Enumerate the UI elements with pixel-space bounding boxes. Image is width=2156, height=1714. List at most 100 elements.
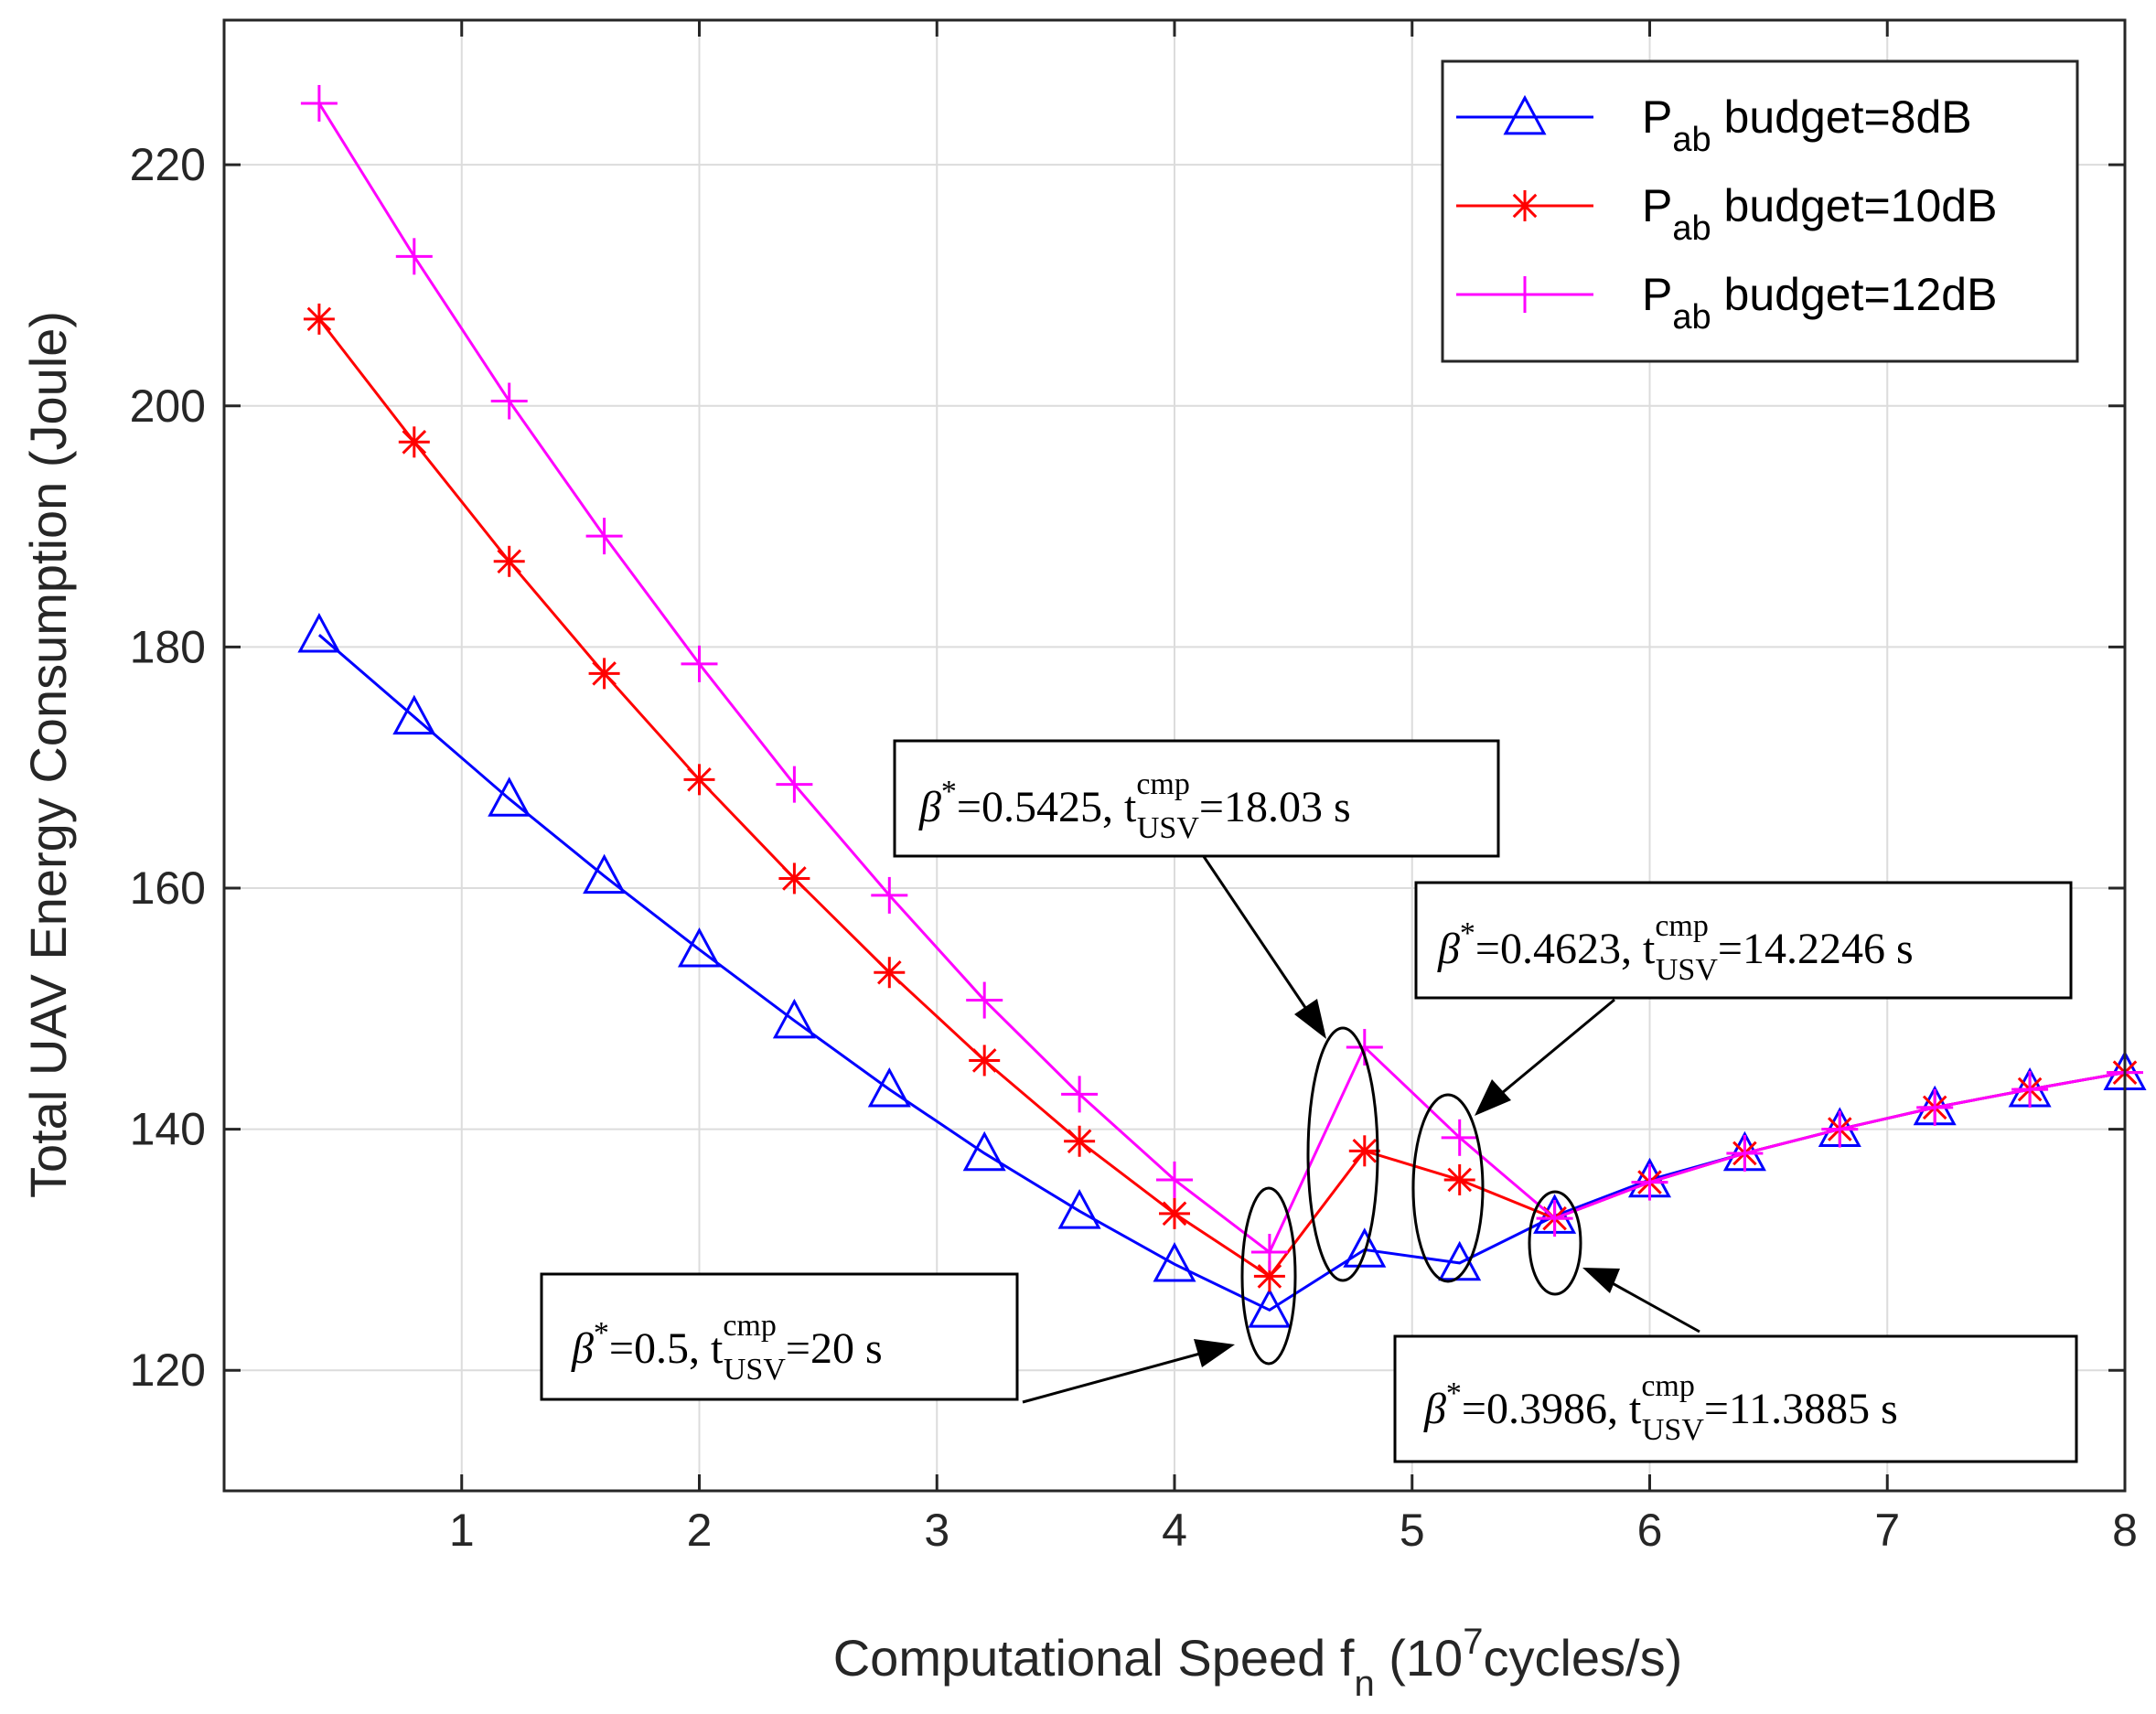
series-2-point-2 <box>490 382 528 420</box>
annotations: β*=0.5, tcmp USV=20 s β*=0.5425, tcmp USV=… <box>540 739 2078 1463</box>
series-0-point-11 <box>1343 1227 1387 1268</box>
annotation-4-text: β*=0.3986, tcmp USV=11.3885 s <box>1423 1369 1898 1447</box>
x-tick-label-2: 3 <box>924 1505 949 1556</box>
series-0-point-4 <box>677 927 722 968</box>
series-2-point-16 <box>1821 1110 1859 1148</box>
legend-label-2: Pab budget=12dB <box>1642 269 1997 337</box>
legend-marker-1 <box>1509 190 1540 221</box>
x-tick-label-1: 2 <box>687 1505 713 1556</box>
annotation-2-ellipse <box>1306 1026 1379 1282</box>
annotation-4-arrowhead <box>1582 1268 1620 1293</box>
legend-items: Pab budget=8dB Pab budget=10dB Pab budget=… <box>1456 91 1997 337</box>
annotation-1-ellipse <box>1240 1186 1297 1366</box>
series-0-point-5 <box>772 998 816 1039</box>
series-0-point-8 <box>1057 1189 1101 1229</box>
series-2-point-15 <box>1726 1134 1764 1172</box>
series-2-point-1 <box>395 238 433 275</box>
legend-item-0: Pab budget=8dB <box>1456 91 1972 159</box>
annotation-4: β*=0.3986, tcmp USV=11.3885 s <box>1393 1190 2078 1463</box>
series-1-point-6 <box>874 957 906 989</box>
series-2-point-12 <box>1441 1119 1478 1156</box>
annotation-4-arrow <box>1600 1275 1700 1334</box>
series-2-point-7 <box>966 981 1003 1019</box>
y-tick-label-3: 180 <box>130 621 206 672</box>
legend-label-1: Pab budget=10dB <box>1642 180 1997 248</box>
series-0-point-3 <box>583 853 627 894</box>
series-1-point-3 <box>588 658 620 690</box>
annotation-2-arrowhead <box>1294 999 1326 1039</box>
series-layer <box>297 84 2147 1328</box>
annotation-4-ellipse <box>1528 1190 1582 1296</box>
series-2-point-0 <box>300 84 338 122</box>
series-1-point-4 <box>683 764 715 796</box>
legend-box <box>1441 59 2079 363</box>
x-tick-label-4: 5 <box>1400 1505 1425 1556</box>
series-2-point-17 <box>1916 1088 1954 1126</box>
axis-ticks: 1 2 3 4 5 6 7 8 120 140 160 180 200 220 <box>130 20 2138 1556</box>
series-2 <box>300 84 2143 1271</box>
y-tick-label-2: 160 <box>130 862 206 914</box>
series-1-point-10 <box>1253 1260 1285 1292</box>
series-1-point-1 <box>398 426 430 458</box>
legend-marker-2 <box>1507 276 1543 313</box>
annotation-3-text: β*=0.4623, tcmp USV=14.2246 s <box>1437 909 1914 987</box>
legend-label-0: Pab budget=8dB <box>1642 91 1972 159</box>
annotation-1: β*=0.5, tcmp USV=20 s <box>540 1186 1297 1404</box>
y-tick-label-0: 120 <box>130 1344 206 1396</box>
series-2-point-5 <box>776 766 813 803</box>
x-tick-label-7: 8 <box>2112 1505 2138 1556</box>
series-1-point-0 <box>303 303 335 335</box>
annotation-4-box <box>1393 1334 2078 1463</box>
series-2-point-6 <box>871 876 908 914</box>
x-tick-label-5: 6 <box>1637 1505 1663 1556</box>
annotation-3-ellipse <box>1411 1093 1485 1283</box>
series-0-point-1 <box>392 694 436 735</box>
annotation-3-arrow <box>1490 998 1615 1104</box>
y-tick-label-4: 200 <box>130 380 206 432</box>
x-tick-label-0: 1 <box>449 1505 475 1556</box>
legend-item-2: Pab budget=12dB <box>1456 269 1997 337</box>
x-tick-label-6: 7 <box>1874 1505 1900 1556</box>
series-0-point-10 <box>1248 1288 1292 1328</box>
annotation-2-box <box>893 739 1500 858</box>
series-0-point-7 <box>962 1130 1006 1172</box>
x-tick-label-3: 4 <box>1162 1505 1187 1556</box>
series-2-point-9 <box>1156 1161 1193 1198</box>
series-2-point-14 <box>1631 1163 1668 1201</box>
series-1-point-9 <box>1159 1197 1190 1229</box>
series-1-point-8 <box>1064 1125 1096 1157</box>
y-axis-title: Total UAV Energy Consumption (Joule) <box>19 311 77 1198</box>
annotation-3-arrowhead <box>1475 1079 1511 1116</box>
series-1-point-5 <box>778 862 810 894</box>
annotation-1-box <box>540 1272 1019 1401</box>
legend-item-1: Pab budget=10dB <box>1456 180 1997 248</box>
annotation-1-text: β*=0.5, tcmp USV=20 s <box>571 1309 883 1387</box>
series-2-point-8 <box>1061 1076 1099 1113</box>
series-2-line <box>317 102 2126 1255</box>
annotation-2: β*=0.5425, tcmp USV=18.03 s <box>893 739 1500 1282</box>
annotation-2-arrow <box>1201 854 1317 1023</box>
annotation-1-arrow <box>1022 1347 1217 1404</box>
y-tick-label-5: 220 <box>130 139 206 190</box>
series-0-point-2 <box>488 777 531 817</box>
annotation-3: β*=0.4623, tcmp USV=14.2246 s <box>1411 881 2073 1283</box>
legend-marker-0 <box>1503 94 1547 135</box>
series-2-point-4 <box>681 645 718 682</box>
legend: Pab budget=8dB Pab budget=10dB Pab budget=… <box>1441 59 2079 363</box>
series-0-point-0 <box>297 613 341 653</box>
series-2-point-10 <box>1250 1234 1288 1271</box>
series-2-point-3 <box>585 518 623 555</box>
series-1-point-2 <box>493 545 525 577</box>
series-1-point-7 <box>969 1044 1001 1077</box>
series-1-point-11 <box>1348 1135 1380 1167</box>
series-2-point-18 <box>2011 1071 2049 1109</box>
series-2-point-13 <box>1536 1200 1573 1237</box>
annotation-1-arrowhead <box>1194 1339 1235 1367</box>
annotation-3-box <box>1414 881 2073 1000</box>
series-0-point-6 <box>867 1066 911 1108</box>
annotation-2-text: β*=0.5425, tcmp USV=18.03 s <box>918 767 1351 845</box>
series-0-point-9 <box>1153 1242 1196 1282</box>
y-tick-label-1: 140 <box>130 1104 206 1155</box>
series-1-point-12 <box>1443 1163 1475 1195</box>
